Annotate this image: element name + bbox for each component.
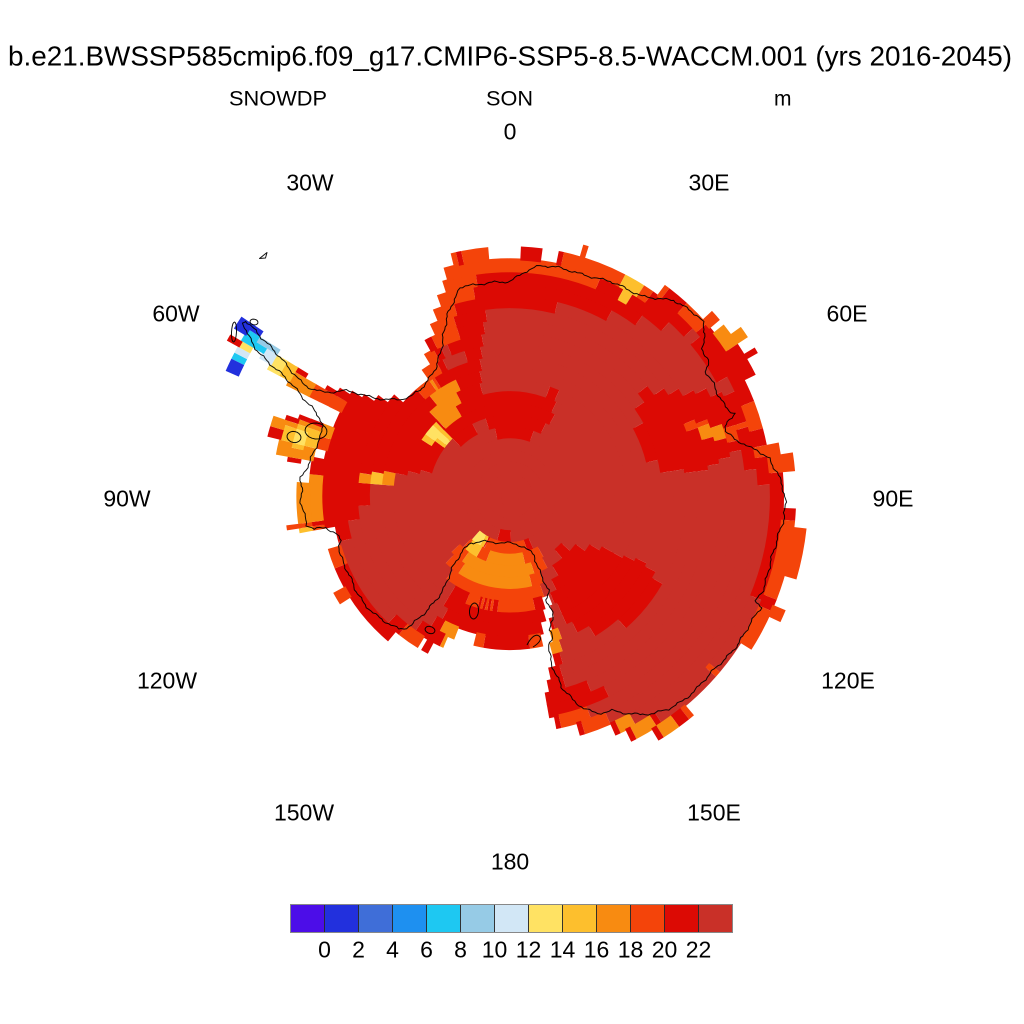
svg-text:180: 180 [491, 849, 529, 875]
svg-text:150E: 150E [687, 800, 741, 826]
svg-text:20: 20 [652, 937, 678, 963]
svg-text:30W: 30W [286, 170, 334, 196]
svg-text:22: 22 [686, 937, 712, 963]
svg-text:m: m [774, 88, 792, 111]
svg-text:SNOWDP: SNOWDP [229, 88, 327, 111]
svg-text:6: 6 [420, 937, 433, 963]
svg-text:120E: 120E [821, 668, 875, 694]
svg-text:60W: 60W [152, 301, 200, 327]
svg-text:16: 16 [584, 937, 610, 963]
svg-text:4: 4 [386, 937, 399, 963]
svg-text:150W: 150W [274, 800, 334, 826]
svg-text:30E: 30E [689, 170, 730, 196]
svg-text:2: 2 [352, 937, 365, 963]
svg-text:90W: 90W [103, 486, 151, 512]
svg-text:14: 14 [550, 937, 576, 963]
svg-text:8: 8 [454, 937, 467, 963]
svg-text:90E: 90E [873, 486, 914, 512]
svg-text:60E: 60E [827, 301, 868, 327]
svg-text:18: 18 [618, 937, 644, 963]
svg-text:b.e21.BWSSP585cmip6.f09_g17.CM: b.e21.BWSSP585cmip6.f09_g17.CMIP6-SSP5-8… [8, 41, 1012, 72]
svg-text:0: 0 [318, 937, 331, 963]
svg-text:120W: 120W [137, 668, 197, 694]
svg-text:0: 0 [504, 119, 517, 145]
svg-text:12: 12 [516, 937, 542, 963]
svg-text:SON: SON [486, 88, 533, 111]
svg-text:10: 10 [482, 937, 508, 963]
